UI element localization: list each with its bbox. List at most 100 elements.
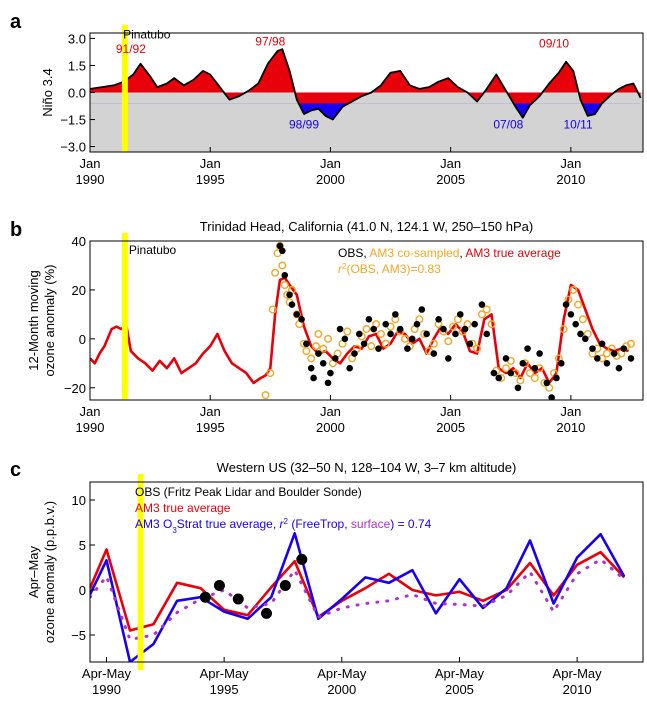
panel-b-legend-line2-part-1: 2 <box>342 262 347 271</box>
panel-b-series-obs-point <box>281 271 289 279</box>
panel-b-series-am3-co-sampled-point <box>525 369 534 378</box>
panel-b-series-am3-co-sampled-point <box>578 315 587 324</box>
panel-b-series-obs-point <box>408 335 416 343</box>
panel-a-xtick-label-top: Jan <box>440 156 461 171</box>
panel-a-xtick-label-top: Jan <box>560 156 581 171</box>
panel-b-series-am3-co-sampled-point <box>376 329 385 338</box>
panel-c-xtick-label-top: Apr-May <box>435 666 485 681</box>
panel-c-series-am3-o3strat-true-average-line <box>90 532 626 662</box>
panel-c-xtick-label-bottom: 2000 <box>327 682 356 697</box>
panel-c-xtick-label-bottom: 2010 <box>563 682 592 697</box>
panel-b-series-obs-point <box>392 311 399 318</box>
panel-a-xtick-label-bottom: 2005 <box>436 172 465 187</box>
panel-a-annotation: 09/10 <box>539 36 569 50</box>
panel-b-series-am3-co-sampled-point <box>473 344 482 353</box>
panel-c-title: Western US (32–50 N, 128–104 W, 3–7 km a… <box>217 460 517 475</box>
panel-b-series-obs-point <box>435 315 442 323</box>
panel-b-series-obs-point <box>375 345 382 352</box>
panel-b-series-am3-co-sampled-point <box>429 339 438 348</box>
panel-b-series-obs-point <box>310 374 317 382</box>
panel-c-series-obs-point <box>296 553 308 565</box>
panel-b-series-obs-point <box>502 355 510 362</box>
panel-c-ytick-label: 10 <box>72 493 86 508</box>
panel-b-legend-line1-part-2: AM3 co-sampled <box>369 246 459 260</box>
panel-b-series-obs-point <box>620 345 628 352</box>
panel-b-series-obs-point <box>423 330 430 338</box>
panel-c-legend-line3: AM3 O3Strat true average, r2 (FreeTrop, … <box>135 517 432 535</box>
panel-b-series-obs-point <box>387 330 394 338</box>
panel-b-series-obs-point <box>543 379 551 387</box>
panel-b-series-obs-point <box>531 364 539 372</box>
panel-b-series-am3-co-sampled-point <box>312 342 321 351</box>
panel-c-ylabel-line: Apr–May <box>26 545 41 598</box>
panel-b-series-obs-point <box>319 360 327 367</box>
panel-b-series-obs-point <box>279 247 286 255</box>
panel-b-legend-line1: OBS, AM3 co-sampled, AM3 true average <box>338 246 561 260</box>
panel-a-blue-fill <box>90 103 641 120</box>
panel-b-series-obs-point <box>430 350 438 357</box>
panel-b-legend-line1-part-1: , <box>363 246 369 260</box>
panel-b-series-am3-co-sampled-point <box>362 325 371 334</box>
panel-b-series-am3-co-sampled-point <box>278 261 287 270</box>
panel-b-pinatubo-bar <box>121 233 128 400</box>
panel-c-xtick-label-top: Apr-May <box>200 666 250 681</box>
panel-b-series-obs-point <box>514 384 522 392</box>
panel-a-enso-fills <box>90 49 641 120</box>
panel-b-label: b <box>10 219 22 241</box>
panel-b-series-am3-co-sampled-point <box>400 334 409 343</box>
panel-b-series-obs-point <box>471 320 478 328</box>
panel-c-legend-line1: OBS (Fritz Peak Lidar and Boulder Sonde) <box>135 485 362 499</box>
panel-a-ylabel: Niño 3.4 <box>40 68 55 116</box>
panel-b-series-am3-co-sampled-point <box>302 347 311 356</box>
panel-c-series-obs-point <box>213 580 225 591</box>
panel-b-xtick-label-bottom: 1995 <box>196 420 225 435</box>
panel-b-series-obs-point <box>589 345 596 352</box>
panel-b-series-obs-point <box>341 335 349 343</box>
panel-c-xtick-label-top: Apr-May <box>553 666 603 681</box>
panel-b-series-am3-co-sampled-point <box>444 337 453 346</box>
panel-c-series-am3-true-average-line <box>90 548 626 632</box>
panel-b-series-obs-point <box>413 320 421 328</box>
panel-b-title: Trinidad Head, California (41.0 N, 124.1… <box>200 219 533 234</box>
panel-c-legend-line3-part-6: surface <box>351 517 391 531</box>
panel-b-series-obs-point <box>577 330 584 338</box>
panel-a-ytick-label: 0.0 <box>68 86 86 101</box>
panel-b-ylabel-line: ozone anomaly (%) <box>42 265 57 377</box>
panel-b-series-obs-point <box>288 301 296 308</box>
panel-b-series-obs-point <box>557 360 565 367</box>
panel-a-xtick-label-bottom: 2010 <box>556 172 585 187</box>
panel-b-ylabel-line: 12-Month moving <box>26 270 41 370</box>
panel-b-series-am3-co-sampled-point <box>449 322 458 331</box>
panel-a-ytick-label: 1.5 <box>68 58 86 73</box>
panel-b-series-am3-true-average-line <box>90 276 630 385</box>
panel-b-series-obs-point <box>615 364 623 372</box>
panel-b-xtick-label-top: Jan <box>560 404 581 419</box>
panel-c-xtick-label-bottom: 2005 <box>445 682 474 697</box>
panel-b-series-am3-co-sampled-point <box>602 349 611 358</box>
panel-b-series-obs-point <box>293 311 301 318</box>
panel-b-series-obs-point <box>370 325 378 333</box>
panel-b-series-am3-co-sampled-point <box>574 300 583 309</box>
panel-b-xtick-label-top: Jan <box>200 404 221 419</box>
panel-b-series-obs-point <box>610 350 618 357</box>
panel-c-legend-line3-part-5: (FreeTrop, <box>288 517 351 531</box>
panel-b-plot-area <box>90 241 635 400</box>
panel-b-legend-line1-part-4: AM3 true average <box>465 246 561 260</box>
panel-b-series-obs-point <box>572 320 579 328</box>
panel-c-series-obs-point <box>260 607 272 619</box>
panel-b-series-obs-point <box>307 364 315 372</box>
panel-b-series-obs-point <box>351 350 358 357</box>
panel-b-series-obs-point <box>562 301 570 308</box>
panel-c-xtick-label-bottom: 1995 <box>210 682 239 697</box>
panel-c-legend-line2: AM3 true average <box>135 501 231 515</box>
panel-b-series-obs-point <box>519 360 527 367</box>
panel-a-annotation: 10/11 <box>564 118 593 132</box>
panel-b-ytick-label: 0 <box>79 332 86 347</box>
panel-b-xtick-label-bottom: 2005 <box>436 420 465 435</box>
panel-b-series-obs-point <box>346 364 353 372</box>
panel-b-series-obs-point <box>598 340 606 348</box>
panel-b-ytick-label: 40 <box>72 234 86 249</box>
panel-b-series-am3-co-sampled-point <box>381 339 390 348</box>
panel-c-legend-line2-part-0: AM3 true average <box>135 501 231 515</box>
